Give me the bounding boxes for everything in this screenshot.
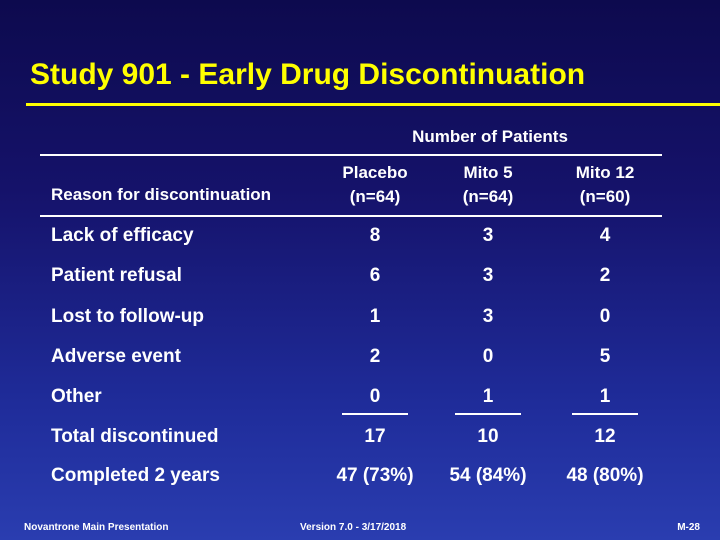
table-top-rule	[40, 154, 662, 156]
row-label: Other	[51, 386, 102, 407]
footer-center: Version 7.0 - 3/17/2018	[300, 522, 407, 533]
total-cell: 12	[594, 426, 616, 447]
footer-left: Novantrone Main Presentation	[24, 522, 169, 533]
total-cell: 17	[364, 426, 386, 447]
table-cell: 4	[599, 225, 611, 246]
slide-title: Study 901 - Early Drug Discontinuation	[30, 58, 586, 91]
column-header-placebo: Placebo (n=64)	[315, 161, 435, 209]
table-cell: 3	[482, 265, 494, 286]
table-cell: 1	[599, 386, 611, 407]
table-cell: 6	[369, 265, 381, 286]
group-header: Number of Patients	[412, 127, 568, 146]
column-n: (n=60)	[579, 187, 631, 206]
title-underline	[26, 103, 720, 106]
column-n: (n=64)	[462, 187, 514, 206]
column-name: Mito 12	[575, 163, 635, 182]
subtotal-rule	[455, 413, 521, 415]
row-label: Adverse event	[51, 346, 181, 367]
column-n: (n=64)	[349, 187, 401, 206]
total-label: Total discontinued	[51, 426, 219, 447]
completed-cell: 47 (73%)	[336, 465, 414, 486]
table-cell: 0	[599, 306, 611, 327]
row-header: Reason for discontinuation	[51, 185, 272, 204]
table-cell: 8	[369, 225, 381, 246]
footer-page-number: M-28	[677, 522, 700, 533]
column-header-mito5: Mito 5 (n=64)	[428, 161, 548, 209]
table-cell: 2	[369, 346, 381, 367]
table-cell: 3	[482, 306, 494, 327]
row-label: Lack of efficacy	[51, 225, 194, 246]
table-cell: 3	[482, 225, 494, 246]
completed-cell: 48 (80%)	[566, 465, 644, 486]
subtotal-rule	[342, 413, 408, 415]
subtotal-rule	[572, 413, 638, 415]
row-label: Lost to follow-up	[51, 306, 205, 327]
table-cell: 1	[482, 386, 494, 407]
table-cell: 2	[599, 265, 611, 286]
table-cell: 0	[482, 346, 494, 367]
completed-label: Completed 2 years	[51, 465, 220, 486]
completed-cell: 54 (84%)	[449, 465, 527, 486]
header-bottom-rule	[40, 215, 662, 217]
table-cell: 0	[369, 386, 381, 407]
row-label: Patient refusal	[51, 265, 182, 286]
column-header-mito12: Mito 12 (n=60)	[545, 161, 665, 209]
column-name: Mito 5	[463, 163, 513, 182]
table-cell: 5	[599, 346, 611, 367]
total-cell: 10	[477, 426, 499, 447]
table-cell: 1	[369, 306, 381, 327]
column-name: Placebo	[342, 163, 408, 182]
